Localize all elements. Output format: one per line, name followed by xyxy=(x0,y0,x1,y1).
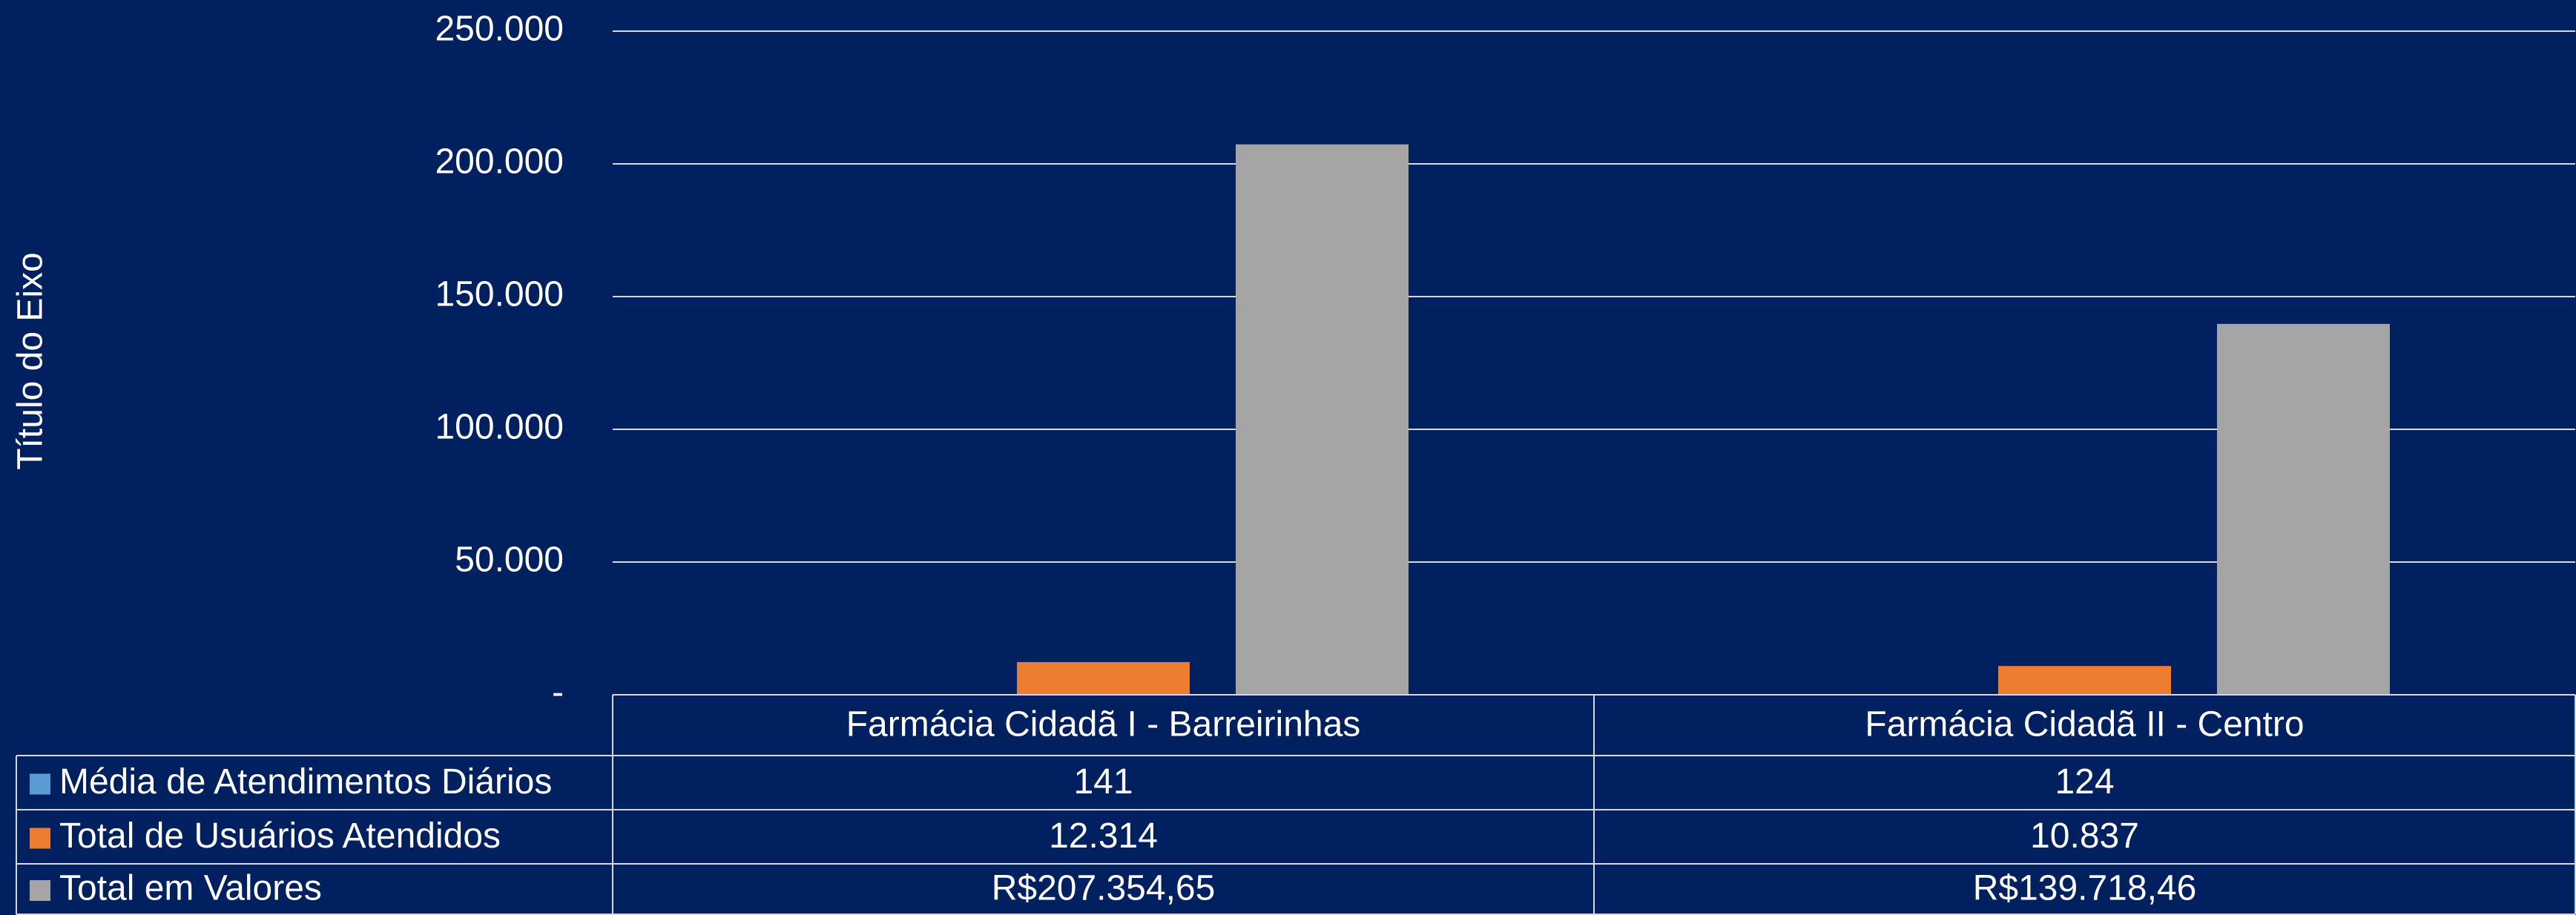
data-label: 141 xyxy=(1073,762,1133,802)
y-tick-label: 250.000 xyxy=(435,10,564,49)
legend-key xyxy=(30,773,50,795)
y-tick-label: 150.000 xyxy=(435,275,564,314)
data-label: 10.837 xyxy=(2030,816,2139,856)
data-label: R$139.718,46 xyxy=(1973,869,2197,908)
legend-key xyxy=(30,880,50,901)
data-label: R$207.354,65 xyxy=(992,869,1216,908)
legend-label: Total em Valores xyxy=(59,869,322,908)
data-label: 124 xyxy=(2055,762,2114,802)
legend-label: Total de Usuários Atendidos xyxy=(59,816,501,856)
x-tick-label: Farmácia Cidadã I - Barreirinhas xyxy=(846,705,1361,744)
y-tick-label: - xyxy=(552,673,564,713)
legend-label: Média de Atendimentos Diários xyxy=(59,762,552,802)
bar xyxy=(1236,144,1409,695)
x-tick-label: Farmácia Cidadã II - Centro xyxy=(1865,705,2304,744)
legend-key xyxy=(30,828,50,849)
bar xyxy=(1998,666,2171,695)
data-label: 12.314 xyxy=(1049,816,1158,856)
y-tick-label: 100.000 xyxy=(435,408,564,447)
y-tick-label: 50.000 xyxy=(455,541,564,580)
bar xyxy=(2217,323,2390,695)
y-axis-title: Título do Eixo xyxy=(11,252,50,469)
y-tick-label: 200.000 xyxy=(435,142,564,182)
bar xyxy=(1017,661,1190,695)
